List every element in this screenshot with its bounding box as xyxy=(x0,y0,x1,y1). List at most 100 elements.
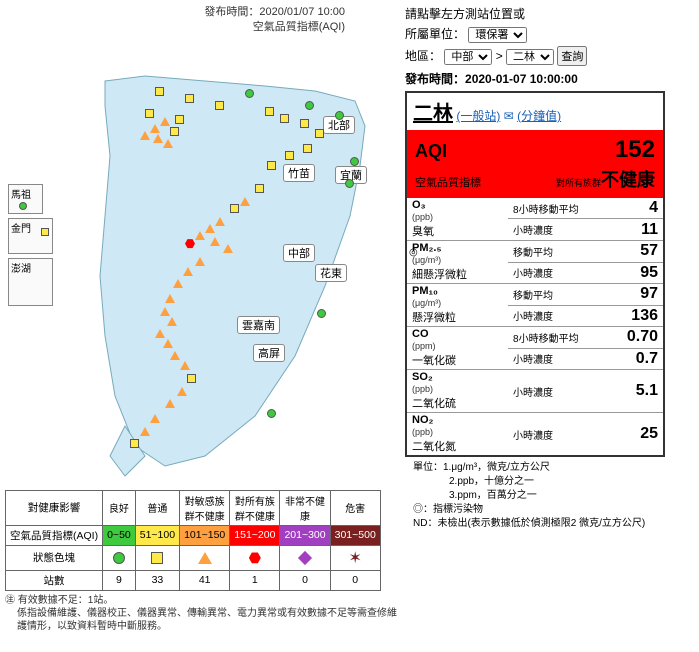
inset-matsu[interactable]: 馬祖 xyxy=(8,184,43,214)
station-marker[interactable] xyxy=(140,128,150,142)
station-marker[interactable] xyxy=(335,108,344,122)
region-label[interactable]: 雲嘉南 xyxy=(237,316,280,334)
station-marker[interactable] xyxy=(210,234,220,248)
legend-shape xyxy=(103,545,136,570)
nd-label: ND： xyxy=(413,518,437,529)
footnotes: ㊟ 有效數據不足：1站。 係指設備維護、儀器校正、儀器異常、傳輸異常、電力異常或… xyxy=(5,594,400,633)
station-marker[interactable] xyxy=(195,254,205,268)
station-marker[interactable] xyxy=(265,104,274,118)
aqi-status-prefix: 對所有族群 xyxy=(556,178,601,188)
station-marker[interactable] xyxy=(173,276,183,290)
region-label: 地區： xyxy=(405,49,441,63)
legend-row-label: 對健康影響 xyxy=(6,490,103,525)
pollutant-value: 11 xyxy=(596,219,663,241)
legend-range: 201~300 xyxy=(280,525,330,545)
station-marker[interactable] xyxy=(177,384,187,398)
legend-range: 51~100 xyxy=(135,525,179,545)
station-marker[interactable] xyxy=(185,91,194,105)
station-marker[interactable] xyxy=(267,158,276,172)
minute-link[interactable]: (分鐘值) xyxy=(517,109,561,123)
station-marker[interactable] xyxy=(160,114,170,128)
station-marker[interactable] xyxy=(317,306,326,320)
station-marker[interactable] xyxy=(155,84,164,98)
pollutant-value: 57 xyxy=(596,241,663,263)
query-button[interactable]: 查詢 xyxy=(557,46,587,66)
pollutant-value: 0.7 xyxy=(596,348,663,370)
station-marker[interactable] xyxy=(280,111,289,125)
taiwan-map[interactable]: 馬祖 金門 澎湖 北部竹苗宜蘭中部花東雲嘉南高屏 xyxy=(5,36,395,486)
mail-icon[interactable]: ✉ xyxy=(504,109,514,123)
station-marker[interactable] xyxy=(315,126,324,140)
legend-range: 101~150 xyxy=(180,525,230,545)
pollutant-name: ◎PM₂.₅(μg/m³)細懸浮微粒 xyxy=(407,241,508,284)
station-marker[interactable] xyxy=(350,154,359,168)
inset-penghu[interactable]: 澎湖 xyxy=(8,258,53,306)
station-marker[interactable] xyxy=(183,264,193,278)
station-marker[interactable] xyxy=(150,411,160,425)
pollutant-metric-label: 8小時移動平均 xyxy=(508,327,596,349)
aqi-box: AQI 152 空氣品質指標 對所有族群不健康 xyxy=(407,130,663,198)
legend-shape xyxy=(135,545,179,570)
region-label[interactable]: 花東 xyxy=(315,264,347,282)
station-marker[interactable] xyxy=(145,106,154,120)
station-marker[interactable] xyxy=(223,241,233,255)
pollutant-metric-label: 移動平均 xyxy=(508,284,596,306)
legend-row-label: 空氣品質指標(AQI) xyxy=(6,525,103,545)
station-marker[interactable] xyxy=(165,396,175,410)
legend-shape xyxy=(230,545,280,570)
station-select[interactable]: 二林 xyxy=(506,49,554,65)
station-marker[interactable] xyxy=(187,371,196,385)
station-marker[interactable] xyxy=(230,201,239,215)
station-marker[interactable] xyxy=(163,136,173,150)
legend-range: 151~200 xyxy=(230,525,280,545)
legend-health: 對敏感族群不健康 xyxy=(180,490,230,525)
station-marker[interactable] xyxy=(140,424,150,438)
legend-range: 301~500 xyxy=(330,525,380,545)
station-marker[interactable] xyxy=(305,98,314,112)
station-marker[interactable] xyxy=(267,406,276,420)
station-marker[interactable] xyxy=(303,141,312,155)
inset-kinmen[interactable]: 金門 xyxy=(8,218,53,254)
station-marker[interactable] xyxy=(300,116,309,130)
pollutant-metric-label: 小時濃度 xyxy=(508,262,596,284)
legend-table: 對健康影響良好普通對敏感族群不健康對所有族群不健康非常不健康危害空氣品質指標(A… xyxy=(5,490,381,591)
pollutant-metric-label: 8小時移動平均 xyxy=(508,198,596,219)
region-select[interactable]: 中部 xyxy=(444,49,492,65)
legend-count: 33 xyxy=(135,570,179,590)
station-marker[interactable] xyxy=(255,181,264,195)
station-marker[interactable] xyxy=(185,236,195,250)
station-panel: 二林 (一般站) ✉ (分鐘值) AQI 152 空氣品質指標 對所有族群不健康… xyxy=(405,91,665,457)
station-marker[interactable] xyxy=(215,214,225,228)
legend-shape: ✶ xyxy=(330,545,380,570)
station-marker[interactable] xyxy=(170,348,180,362)
station-marker[interactable] xyxy=(195,228,205,242)
station-marker[interactable] xyxy=(215,98,224,112)
legend-health: 普通 xyxy=(135,490,179,525)
pollutant-metric-label: 移動平均 xyxy=(508,241,596,263)
region-label[interactable]: 高屏 xyxy=(253,344,285,362)
aqi-status: 不健康 xyxy=(601,170,655,190)
pollutant-metric-label: 小時濃度 xyxy=(508,348,596,370)
station-marker[interactable] xyxy=(240,194,250,208)
station-marker[interactable] xyxy=(285,148,294,162)
station-marker[interactable] xyxy=(153,131,163,145)
station-marker[interactable] xyxy=(180,358,190,372)
region-label[interactable]: 竹苗 xyxy=(283,164,315,182)
station-marker[interactable] xyxy=(165,291,175,305)
station-marker[interactable] xyxy=(345,176,354,190)
pollutant-value: 5.1 xyxy=(596,370,663,413)
region-label[interactable]: 中部 xyxy=(283,244,315,262)
legend-count: 41 xyxy=(180,570,230,590)
station-marker[interactable] xyxy=(245,86,254,100)
pollutant-value: 0.70 xyxy=(596,327,663,349)
station-marker[interactable] xyxy=(167,314,177,328)
publish-label: 發布時間： xyxy=(204,6,259,18)
station-type-link[interactable]: (一般站) xyxy=(456,109,500,123)
legend-count: 1 xyxy=(230,570,280,590)
station-marker[interactable] xyxy=(130,436,139,450)
pollutant-metric-label: 小時濃度 xyxy=(508,305,596,327)
station-marker[interactable] xyxy=(205,221,215,235)
legend-range: 0~50 xyxy=(103,525,136,545)
pollutant-value: 136 xyxy=(596,305,663,327)
owner-select[interactable]: 環保署 xyxy=(468,27,527,43)
